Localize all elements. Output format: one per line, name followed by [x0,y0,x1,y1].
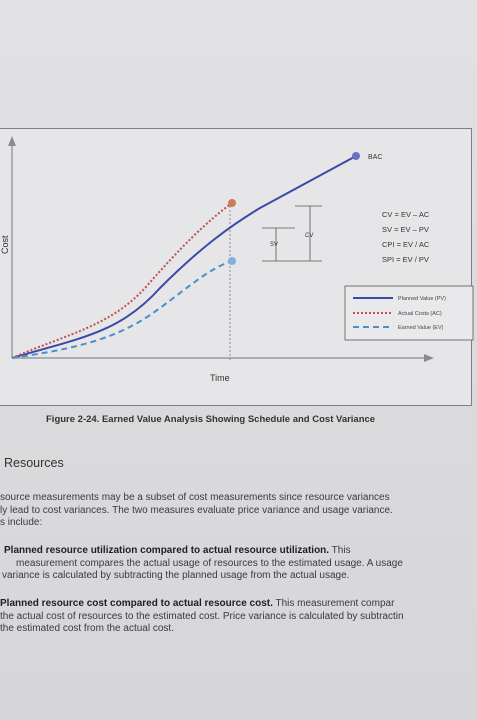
item-line: the estimated cost from the actual cost. [0,623,174,635]
bac-point [352,152,360,160]
formula-list: CV = EV – AC SV = EV – PV CPI = EV / AC … [382,210,430,264]
item-line: measurement compares the actual usage of… [16,557,403,569]
formula-cpi: CPI = EV / AC [382,240,430,249]
item-line: variance is calculated by subtracting th… [2,570,350,582]
earned-value-curve [11,260,233,359]
x-axis-arrow [424,354,434,362]
actual-cost-point [228,199,236,207]
intro-line: s include: [0,517,43,529]
y-axis-arrow [8,136,16,146]
formula-spi: SPI = EV / PV [382,255,429,264]
x-axis-label: Time [210,373,230,383]
item-title: Planned resource cost compared to actual… [0,598,273,609]
intro-paragraph: source measurements may be a subset of c… [0,492,393,530]
figure-caption: Figure 2-24. Earned Value Analysis Showi… [46,414,376,425]
list-item-utilization: Planned resource utilization compared to… [0,545,403,583]
earned-value-chart: Cost Time BAC SV CV CV = EV – AC SV = EV… [0,136,474,383]
item-line: the actual cost of resources to the esti… [0,610,404,622]
intro-line: ly lead to cost variances. The two measu… [0,504,393,516]
sv-label: SV [270,242,278,248]
intro-line: source measurements may be a subset of c… [0,492,390,503]
legend-ev-label: Earned Value (EV) [398,325,444,331]
y-axis-label: Cost [0,235,10,254]
cv-label: CV [305,233,313,239]
planned-value-curve [11,155,357,359]
section-heading: Resources [4,456,64,470]
legend-ac-label: Actual Costs (AC) [398,311,442,317]
actual-cost-curve [11,202,233,359]
list-item-cost: Planned resource cost compared to actual… [0,598,404,636]
item-text: This measurement compar [272,598,395,609]
legend-pv-label: Planned Value (PV) [398,296,446,302]
item-text: This [329,545,351,556]
formula-sv: SV = EV – PV [382,225,429,234]
formula-cv: CV = EV – AC [382,210,430,219]
item-title: Planned resource utilization compared to… [4,545,330,556]
bac-label: BAC [368,154,382,161]
figure-frame [0,128,472,406]
earned-value-point [228,257,236,265]
